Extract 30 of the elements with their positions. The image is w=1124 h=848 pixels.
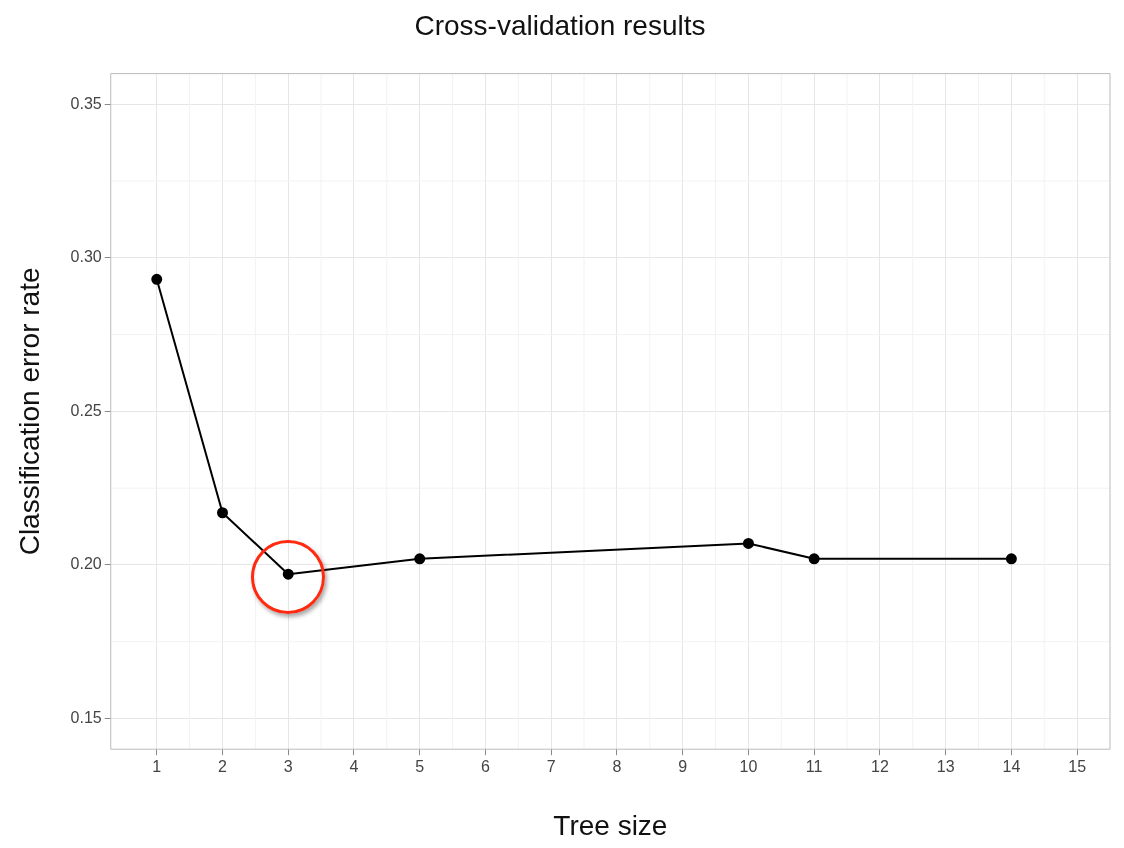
x-tick-label: 11 — [805, 758, 823, 776]
x-tick-label: 10 — [739, 758, 758, 776]
x-axis-title: Tree size — [553, 809, 668, 841]
x-tick-label: 12 — [871, 758, 889, 776]
point — [217, 507, 228, 519]
point — [151, 273, 163, 285]
point — [742, 537, 754, 549]
x-tick-label: 9 — [678, 758, 688, 776]
x-tick-label: 5 — [415, 758, 425, 776]
y-axis-title: Classification error rate — [13, 267, 45, 556]
y-tick-label: 0.30 — [70, 248, 102, 266]
x-tick-label: 14 — [1002, 758, 1021, 776]
y-tick-label: 0.20 — [70, 555, 102, 573]
point — [1005, 553, 1017, 565]
x-tick-label: 4 — [349, 758, 359, 776]
x-tick-label: 15 — [1068, 758, 1087, 776]
x-tick-label: 1 — [152, 758, 162, 776]
x-tick-label: 8 — [612, 758, 622, 776]
y-tick-label: 0.35 — [70, 94, 102, 112]
x-tick-label: 7 — [546, 758, 556, 776]
y-tick-label: 0.25 — [70, 401, 102, 419]
point — [808, 553, 820, 565]
point — [414, 553, 426, 565]
point — [282, 568, 294, 580]
x-tick-label: 13 — [936, 758, 955, 776]
chart-title: Cross-validation results — [414, 9, 706, 41]
x-tick-label: 3 — [283, 758, 293, 776]
y-tick-label: 0.15 — [70, 708, 102, 726]
x-tick-label: 6 — [481, 758, 491, 776]
x-tick-label: 2 — [218, 758, 228, 776]
